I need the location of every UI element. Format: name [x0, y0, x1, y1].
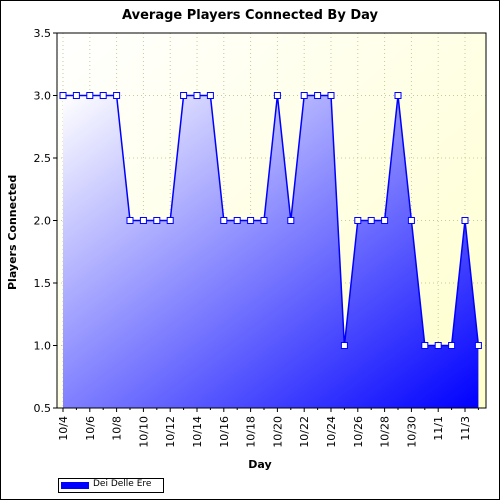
x-tick-label: 10/8 — [111, 416, 124, 441]
data-point — [260, 217, 268, 224]
data-point — [247, 217, 255, 224]
data-point — [407, 217, 415, 224]
data-point — [59, 92, 67, 99]
data-point — [99, 92, 107, 99]
x-tick-label: 10/20 — [271, 416, 284, 448]
legend-label: Dei Delle Ere — [93, 479, 152, 489]
data-point — [166, 217, 174, 224]
legend-swatch — [61, 482, 89, 489]
y-tick-label: 1.5 — [34, 277, 52, 290]
y-tick-label: 3.5 — [34, 27, 52, 40]
y-tick-label: 2.0 — [34, 215, 52, 228]
data-point — [434, 342, 442, 349]
x-tick-label: 10/18 — [245, 416, 258, 448]
y-tick-label: 2.5 — [34, 152, 52, 165]
data-point — [421, 342, 429, 349]
x-tick-label: 10/28 — [379, 416, 392, 448]
x-tick-label: 10/4 — [57, 416, 70, 441]
y-tick-label: 3.0 — [34, 90, 52, 103]
data-point — [72, 92, 80, 99]
data-point — [233, 217, 241, 224]
data-point — [367, 217, 375, 224]
data-point — [139, 217, 147, 224]
data-point — [354, 217, 362, 224]
data-point — [273, 92, 281, 99]
data-point — [327, 92, 335, 99]
x-axis-label: Day — [248, 458, 272, 471]
data-point — [300, 92, 308, 99]
chart-title: Average Players Connected By Day — [122, 8, 378, 23]
x-tick-label: 10/30 — [405, 416, 418, 448]
data-point — [474, 342, 482, 349]
series-area — [63, 95, 479, 408]
data-point — [113, 92, 121, 99]
y-tick-label: 0.5 — [34, 402, 52, 415]
data-point — [461, 217, 469, 224]
x-tick-label: 11/3 — [459, 416, 472, 441]
data-point — [381, 217, 389, 224]
x-tick-label: 10/6 — [84, 416, 97, 441]
data-point — [153, 217, 161, 224]
data-point — [340, 342, 348, 349]
data-point — [287, 217, 295, 224]
x-tick-label: 10/14 — [191, 416, 204, 448]
x-tick-label: 10/24 — [325, 416, 338, 448]
data-point — [448, 342, 456, 349]
data-point — [180, 92, 188, 99]
data-point — [206, 92, 214, 99]
data-point — [86, 92, 94, 99]
data-point — [394, 92, 402, 99]
x-tick-label: 10/22 — [298, 416, 311, 448]
x-tick-label: 10/10 — [137, 416, 150, 448]
data-point — [220, 217, 228, 224]
x-tick-label: 10/12 — [164, 416, 177, 448]
data-point — [193, 92, 201, 99]
data-point — [314, 92, 322, 99]
x-tick-label: 10/26 — [352, 416, 365, 448]
x-tick-label: 10/16 — [218, 416, 231, 448]
data-point — [126, 217, 134, 224]
x-tick-label: 11/1 — [432, 416, 445, 441]
y-axis-label: Players Connected — [6, 174, 19, 290]
y-tick-label: 1.0 — [34, 340, 52, 353]
legend: Dei Delle Ere — [58, 478, 164, 493]
